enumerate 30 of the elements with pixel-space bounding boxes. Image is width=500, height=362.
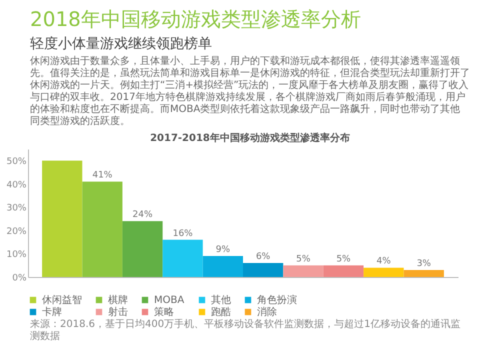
chart-title: 2018年中国移动游戏类型渗透率分析 [29, 6, 362, 33]
legend-label: 休闲益智 [42, 294, 82, 306]
y-tick-label: 50% [6, 157, 27, 168]
legend-label: 跑酷 [211, 306, 231, 318]
legend-label: 角色扮演 [257, 294, 297, 306]
data-label: 6% [256, 252, 271, 262]
legend-label: MOBA [154, 295, 184, 306]
y-tick-label: 0% [12, 274, 27, 284]
data-label: 5% [336, 254, 352, 264]
text: 休闲游戏由于数量众多，且体量小、上手易，用户的下载和游玩成本都很低，使得其渗透率遥遥领先。值得关注的是，虽然玩法简单和游戏目标单一是休闲游戏的特征，但混合类型玩法却重新打开了休闲游戏的一片天。例如主打“三消+模拟经营”玩法的，一度风靡于各大榜单及朋友圈，赢得了收入与口碑的双丰收。2017年地方特色棋牌游戏持续发展，各个棋牌游戏厂商如雨后春笋般涌现，用户的体验和粘度也在不断提高。而MOBA类型则依托着这款现象级产品一路飙升，同时也带动了其他同类型游戏的活跃度。 [29, 54, 471, 128]
y-tick-label: 10% [6, 250, 27, 260]
data-label: 4% [376, 256, 392, 267]
legend-label: 射击 [108, 306, 128, 318]
y-tick-label: 30% [6, 204, 27, 214]
data-label: 3% [416, 259, 432, 270]
data-label: 16% [172, 228, 194, 239]
data-label: 5% [296, 254, 311, 264]
data-label: 24% [132, 210, 153, 220]
legend-label: 策略 [154, 306, 174, 318]
legend-label: 棋牌 [108, 294, 128, 306]
legend-label: 其他 [211, 294, 231, 306]
chart-subtitle: 轻度小体量游戏继续领跑榜单 [29, 35, 213, 53]
source-note: 来源：2018.6，基于日均400万手机、平板移动设备软件监测数据，与超过1亿移动设备的通讯监测数据 [29, 319, 462, 343]
data-label: 41% [92, 170, 113, 181]
y-tick-label: 20% [6, 226, 27, 237]
text: 2017-2018年中国移动游戏类型渗透率分布 [149, 131, 351, 145]
legend-label: 消除 [257, 306, 277, 318]
legend-label: 卡牌 [42, 306, 62, 318]
data-label: 9% [216, 245, 230, 256]
y-tick-label: 40% [6, 180, 27, 190]
